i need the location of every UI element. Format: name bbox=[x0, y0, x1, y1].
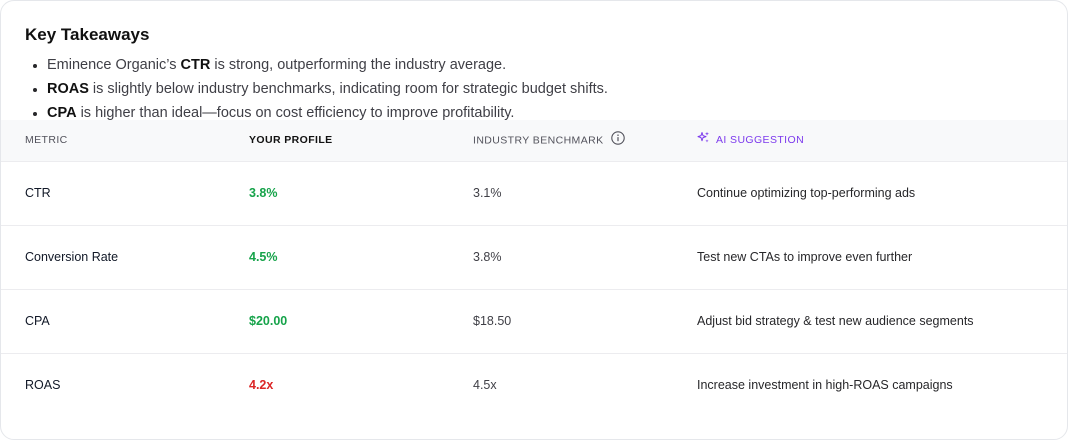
takeaway-metric: CPA bbox=[47, 105, 77, 121]
cell-your-profile: 3.8% bbox=[249, 186, 278, 200]
table-row: CTR 3.8% 3.1% Continue optimizing top-pe… bbox=[1, 161, 1067, 225]
benchmark-table: METRIC YOUR PROFILE INDUSTRY BENCHMARK A… bbox=[1, 120, 1067, 417]
cell-ai-suggestion: Continue optimizing top-performing ads bbox=[697, 186, 916, 200]
header-ai-suggestion-label: AI SUGGESTION bbox=[716, 134, 805, 147]
header-metric: METRIC bbox=[1, 120, 225, 162]
takeaway-item: ROAS is slightly below industry benchmar… bbox=[25, 77, 1043, 101]
cell-metric: CTR bbox=[25, 186, 51, 200]
cell-your-profile: 4.5% bbox=[225, 224, 449, 289]
cell-your-profile: $20.00 bbox=[225, 288, 449, 353]
cell-metric: Conversion Rate bbox=[1, 224, 225, 289]
cell-ai-suggestion: Increase investment in high-ROAS campaig… bbox=[673, 352, 1067, 417]
table-row: CPA $20.00 $18.50 Adjust bid strategy & … bbox=[1, 288, 1067, 353]
cell-metric: CPA bbox=[1, 288, 225, 353]
cell-your-profile: 4.2x bbox=[225, 352, 449, 417]
takeaways-title: Key Takeaways bbox=[25, 25, 150, 44]
takeaway-text: is strong, outperforming the industry av… bbox=[210, 57, 507, 73]
takeaway-text: is higher than ideal—focus on cost effic… bbox=[76, 105, 515, 121]
header-your-profile: YOUR PROFILE bbox=[225, 120, 449, 162]
header-industry-benchmark: INDUSTRY BENCHMARK bbox=[449, 120, 673, 162]
cell-benchmark: 3.8% bbox=[449, 224, 673, 289]
takeaway-text: is slightly below industry benchmarks, i… bbox=[88, 81, 608, 97]
table-row: Conversion Rate 4.5% 3.8% Test new CTAs … bbox=[1, 224, 1067, 289]
table-body: CTR 3.8% 3.1% Continue optimizing top-pe… bbox=[1, 161, 1067, 417]
table-row: ROAS 4.2x 4.5x Increase investment in hi… bbox=[1, 352, 1067, 417]
takeaway-text: Eminence Organic’s bbox=[47, 57, 181, 73]
sparkle-icon bbox=[697, 131, 710, 147]
cell-ai-suggestion: Adjust bid strategy & test new audience … bbox=[673, 288, 1067, 353]
takeaway-metric: CTR bbox=[180, 57, 211, 73]
cell-benchmark: 4.5x bbox=[449, 352, 673, 417]
takeaway-item: CPA is higher than ideal—focus on cost e… bbox=[25, 101, 1043, 125]
cell-benchmark: $18.50 bbox=[449, 288, 673, 353]
info-circle-icon[interactable] bbox=[610, 131, 625, 148]
cell-metric: ROAS bbox=[1, 352, 225, 417]
header-ai-suggestion: AI SUGGESTION bbox=[673, 120, 1067, 162]
cell-ai-suggestion: Test new CTAs to improve even further bbox=[673, 224, 1067, 289]
table-header-row: METRIC YOUR PROFILE INDUSTRY BENCHMARK A… bbox=[1, 120, 1067, 162]
cell-benchmark: 3.1% bbox=[473, 186, 502, 200]
takeaways-section: Key Takeaways Eminence Organic’s CTR is … bbox=[1, 1, 1067, 121]
takeaway-item: Eminence Organic’s CTR is strong, outper… bbox=[25, 53, 1043, 77]
table-header: METRIC YOUR PROFILE INDUSTRY BENCHMARK A… bbox=[1, 120, 1067, 162]
takeaway-metric: ROAS bbox=[47, 81, 89, 97]
takeaways-list: Eminence Organic’s CTR is strong, outper… bbox=[25, 53, 1043, 125]
header-industry-benchmark-label: INDUSTRY BENCHMARK bbox=[473, 134, 604, 147]
